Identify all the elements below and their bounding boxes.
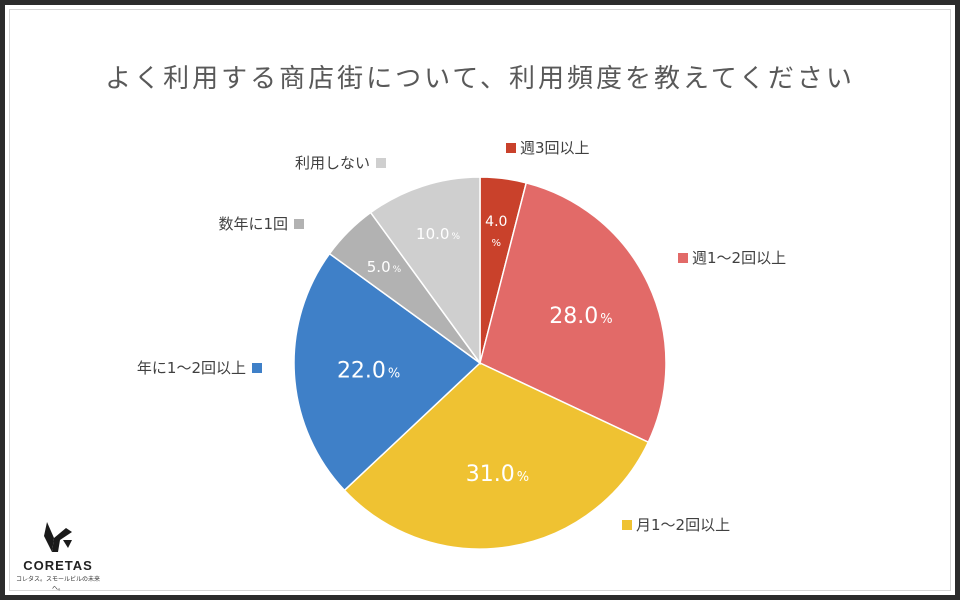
legend-swatch-3 [622,520,632,530]
chart-title: よく利用する商店街について、利用頻度を教えてください [105,64,855,94]
category-label-6: 利用しない [295,154,370,172]
data-label-3: 31.0% [466,462,529,487]
data-label-5: 5.0% [367,258,402,276]
category-label-1: 週3回以上 [520,139,590,157]
category-label-3: 月1〜2回以上 [636,516,730,534]
category-label-5: 数年に1回 [218,215,288,233]
legend-swatch-1 [506,143,516,153]
coretas-logo: CORETAS コレタス。スモールビルの未来へ。 [14,518,102,592]
legend-swatch-4 [252,363,262,373]
coretas-logo-mark [44,522,72,552]
pie-slice-3 [343,362,650,550]
category-label-4: 年に1〜2回以上 [137,359,246,377]
data-label-1: 4.0% [485,214,507,249]
legend-swatch-5 [294,219,304,229]
pie-slice-4 [293,252,482,492]
data-label-6: 10.0% [416,225,460,243]
legend-swatch-2 [678,253,688,263]
data-label-4: 22.0% [337,359,400,384]
chart-inner-border [9,9,951,591]
logo-tagline: コレタス。スモールビルの未来へ。 [15,576,100,592]
pie-slice-6 [369,176,481,366]
data-label-2: 28.0% [549,304,612,329]
category-label-2: 週1〜2回以上 [692,249,786,267]
legend-swatch-6 [376,158,386,168]
pie-slice-2 [479,181,667,444]
logo-wordmark: CORETAS [23,558,93,573]
